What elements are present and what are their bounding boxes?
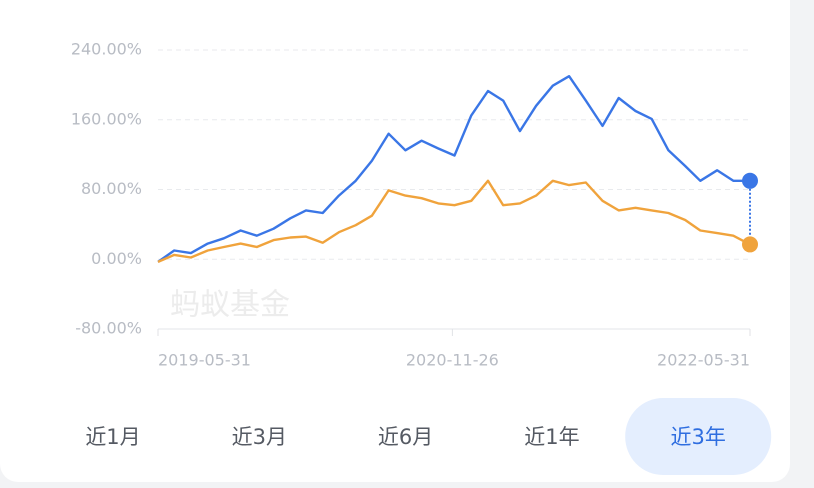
- chart: 蚂蚁基金 -80.00% 0.00% 80.00% 160.00% 240.00% 201…: [71, 40, 772, 475]
- watermark: 蚂蚁基金: [170, 288, 290, 323]
- x-tick-label: 2020-11-26: [406, 351, 499, 370]
- series-line: [157, 75, 750, 263]
- y-tick-label: 160.00%: [71, 109, 142, 128]
- tab[interactable]: 近3年: [671, 425, 726, 449]
- end-point: [742, 172, 758, 189]
- end-point: [742, 236, 758, 253]
- tab[interactable]: 近1年: [524, 425, 579, 449]
- tab[interactable]: 近6月: [378, 425, 433, 449]
- tab-selected-bg: [625, 398, 772, 475]
- y-tick-label: 240.00%: [71, 40, 142, 59]
- x-tick-label: 2022-05-31: [657, 351, 750, 370]
- tab[interactable]: 近3月: [232, 425, 287, 449]
- y-tick-label: 80.00%: [81, 179, 142, 198]
- y-tick-label: 0.00%: [91, 249, 142, 268]
- card: 蚂蚁基金 -80.00% 0.00% 80.00% 160.00% 240.00% 201…: [0, 0, 790, 482]
- series-line: [157, 179, 751, 264]
- y-tick-label: -80.00%: [75, 319, 142, 338]
- tab[interactable]: 近1月: [85, 425, 140, 449]
- x-tick-label: 2019-05-31: [158, 351, 251, 370]
